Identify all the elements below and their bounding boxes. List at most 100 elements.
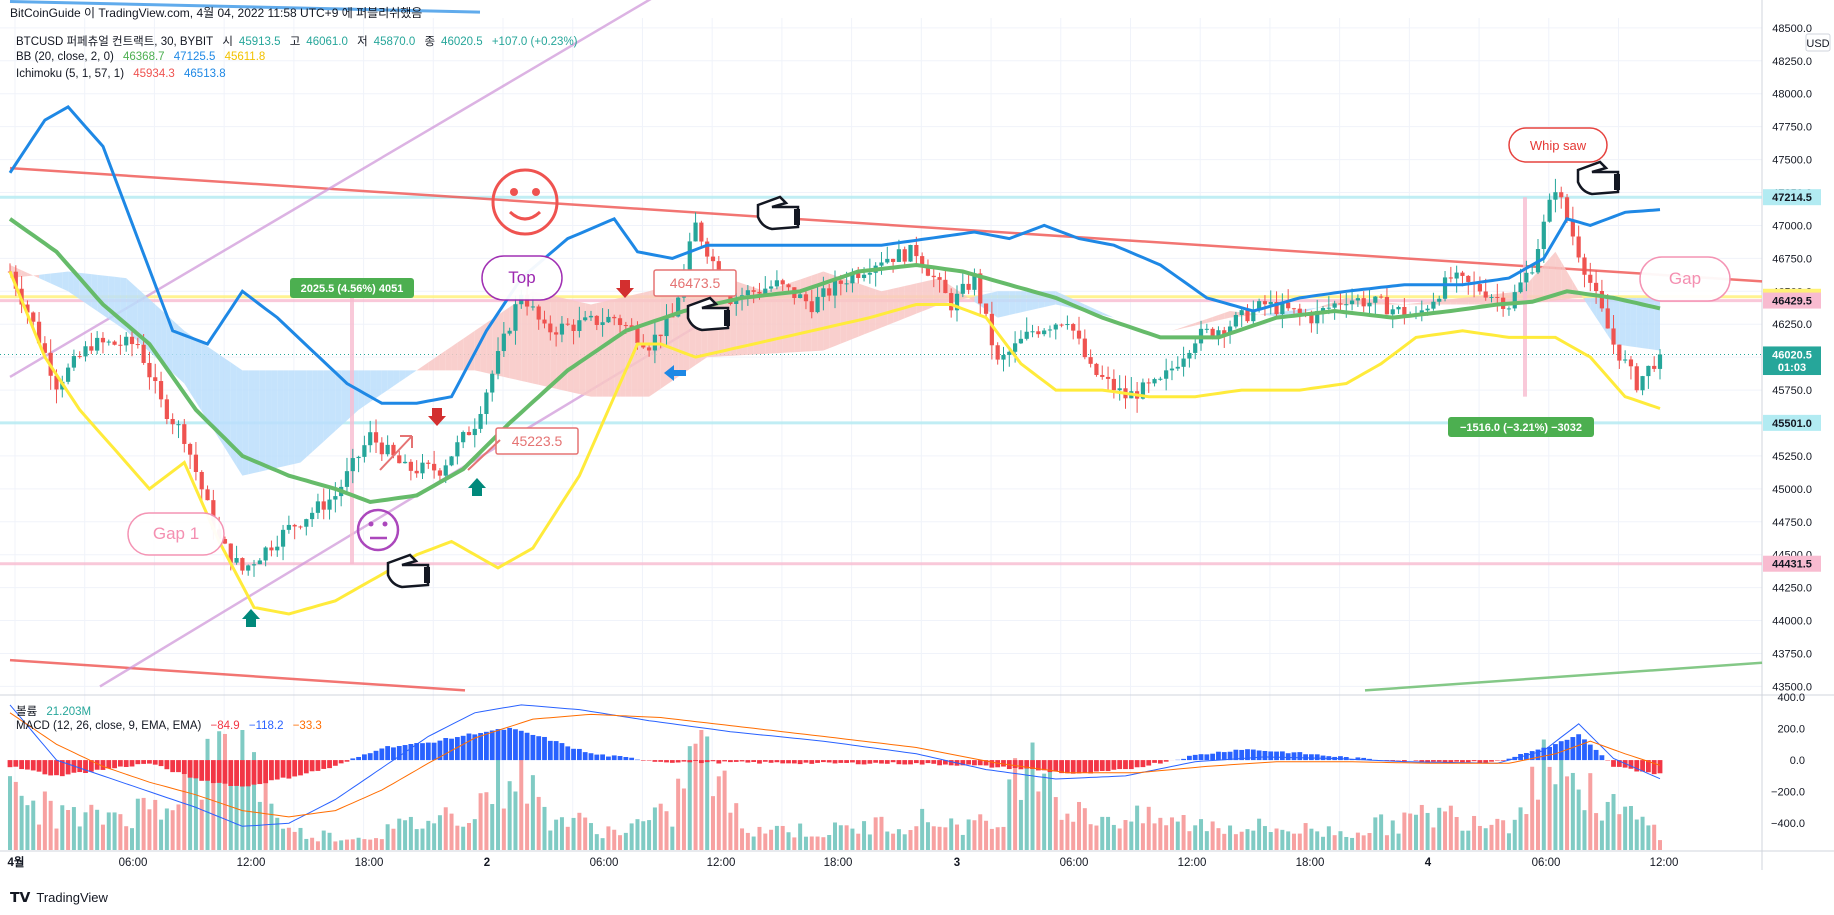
macd-hist-bar [101,760,106,770]
candle-body [601,322,605,325]
candle-body [908,245,912,262]
candle-body [473,429,477,435]
candle [409,459,413,480]
volume-bar [653,807,657,850]
volume-bar [926,822,930,850]
candle-body [107,342,111,343]
candle-body [1478,284,1482,291]
macd-hist-bar [48,760,53,775]
volume-bar [763,834,767,850]
cloud-segment [382,370,388,394]
volume-bar [885,832,889,850]
candle-body [1100,375,1104,377]
volume-bar [1071,822,1075,850]
macd-hist-bar [920,760,925,764]
candle [1652,356,1656,372]
cloud-segment [998,291,1004,317]
macd-hist-bar [780,760,785,763]
candle [763,276,767,295]
ichimoku-legend[interactable]: Ichimoku (5, 1, 57, 1) 45934.3 46513.8 [16,68,232,80]
candle-body [1588,275,1592,283]
macd-hist-bar [420,743,425,760]
volume-bar [1013,758,1017,850]
macd-hist-bar [1106,760,1111,771]
cloud-segment [33,275,39,278]
macd-legend[interactable]: MACD (12, 26, close, 9, EMA, EMA) −84.9 … [16,720,328,732]
candle-body [1152,379,1156,383]
candle-body [589,316,593,317]
cloud-segment [1120,319,1126,320]
cloud-segment [1259,314,1265,315]
candle-body [356,457,360,458]
volume-bar [345,840,349,850]
candle [397,451,401,464]
candle [1588,263,1592,291]
cloud-segment [1317,306,1323,308]
cloud-segment [318,370,324,446]
volume-bar [1240,832,1244,850]
volume-bar [153,800,157,850]
volume-bar [362,839,366,850]
candle [1495,284,1499,312]
macd-hist-bar [873,760,878,763]
publish-title: BitCoinGuide 이 TradingView.com, 4월 04, 2… [10,4,422,21]
time-tick-label: 4월 [8,855,25,869]
candle [356,456,360,472]
volume-bar [43,791,47,850]
candle-body [234,558,238,563]
volume-bar [932,826,936,850]
macd-hist-bar [722,760,727,761]
macd-hist-bar [560,743,565,760]
volume-bar [833,822,837,850]
tradingview-footer[interactable]: 𝗧𝗩 TradingView [10,889,108,906]
volume-bar [827,835,831,850]
candle-body [932,276,936,277]
volume-bar [943,827,947,850]
buy-arrow-icon [468,478,486,496]
volume-bar [769,830,773,850]
cloud-segment [1451,299,1457,305]
volume-bar [1164,825,1168,850]
macd-tick-label: −200.0 [1771,787,1805,799]
volume-legend[interactable]: 볼륨 21.203M [16,703,97,719]
bb-legend[interactable]: BB (20, close, 2, 0) 46368.7 47125.5 456… [16,51,271,63]
candle [368,421,372,453]
macd-hist-bar [775,760,780,762]
candle [310,507,314,527]
macd-hist-bar [1181,759,1186,760]
neutral-face-eye [369,522,374,527]
volume-bar [1414,815,1418,850]
candle-body [711,257,715,262]
macd-hist-bar [1077,760,1082,773]
volume-bar [1460,831,1464,850]
candle-body [513,304,517,331]
macd-hist-bar [740,760,745,761]
candle-body [333,496,337,499]
candle [322,488,326,519]
cloud-segment [103,275,109,318]
price-tick-label: 45750.0 [1772,385,1812,397]
cloud-segment [922,281,928,312]
macd-hist-bar [682,760,687,761]
time-tick-label: 2 [484,857,490,869]
candle-body [1292,308,1296,309]
macd-hist-bar [565,746,570,760]
candle-body [89,346,93,350]
candle [1571,207,1575,246]
candle [1385,285,1389,314]
volume-bar [159,820,163,850]
volume-bar [775,826,779,850]
cloud-segment [521,295,527,382]
macd-hist-bar [1489,760,1494,762]
volume-bar [333,841,337,850]
volume-bar [938,827,942,850]
candle-body [269,547,273,550]
candle-body [112,342,116,345]
volume-bar [1147,807,1151,850]
volume-bar [1472,816,1476,850]
candle-body [1350,300,1354,304]
candle [1640,376,1644,395]
volume-bar [258,802,262,850]
